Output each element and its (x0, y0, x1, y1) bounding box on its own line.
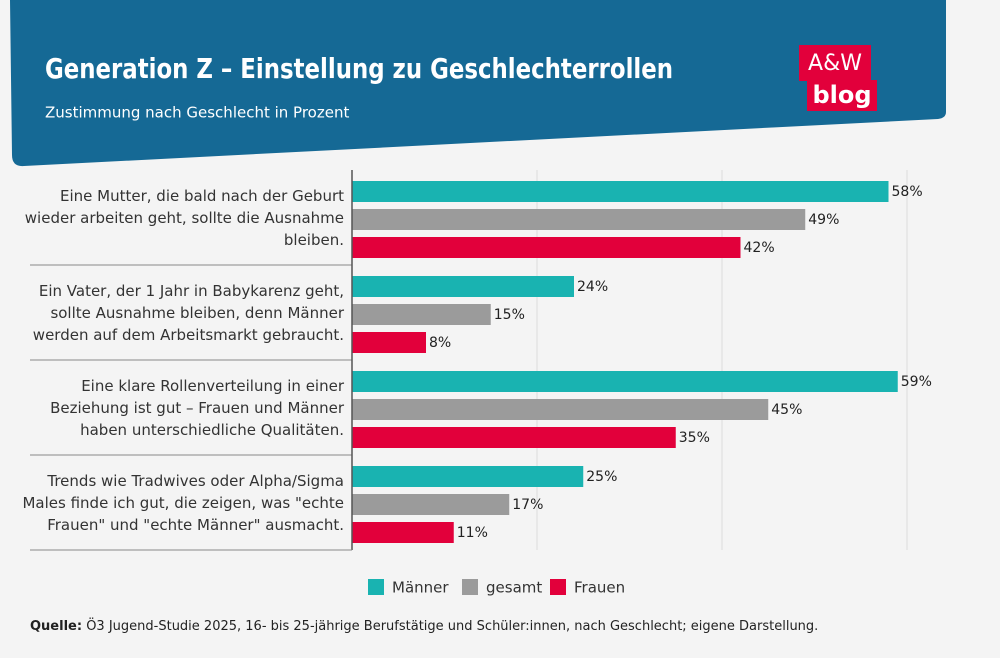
plot: 58% 49% 42% 24% 15% 8% 59% 45% 35% 25% 17% 11% Männe… (30, 170, 932, 597)
bar (352, 276, 574, 297)
source-text: Ö3 Jugend-Studie 2025, 16- bis 25-jährig… (86, 619, 819, 634)
legend-label: gesamt (486, 579, 542, 597)
value-label: 11% (457, 525, 488, 541)
chart-subtitle: Zustimmung nach Geschlecht in Prozent (45, 104, 349, 122)
value-label: 45% (771, 402, 802, 418)
value-label: 15% (494, 307, 525, 323)
header-banner (10, 0, 946, 167)
bar (352, 494, 510, 515)
value-label: 35% (679, 430, 710, 446)
value-label: 59% (901, 374, 932, 390)
logo-text: blog (812, 81, 871, 109)
value-label: 25% (586, 469, 617, 485)
bar (352, 181, 889, 202)
category-label: Ein Vater, der 1 Jahr in Babykarenz geht… (32, 281, 344, 344)
logo-box (799, 45, 871, 81)
bar (352, 466, 584, 487)
legend-label: Männer (392, 579, 449, 597)
logo-box (807, 80, 877, 111)
bar (352, 332, 426, 353)
value-label: 58% (892, 184, 923, 200)
bar (352, 427, 676, 448)
bar (352, 304, 491, 325)
value-label: 8% (429, 335, 451, 351)
category-label: Eine klare Rollenverteilung in einer Bez… (50, 376, 344, 439)
value-label: 42% (744, 240, 775, 256)
bar (352, 371, 898, 392)
legend-swatch (550, 579, 566, 595)
legend-swatch (462, 579, 478, 595)
bar (352, 237, 741, 258)
legend-swatch (368, 579, 384, 595)
logo-text: A&W (808, 51, 862, 76)
value-label: 49% (808, 212, 839, 228)
bar (352, 209, 806, 230)
value-label: 17% (512, 497, 543, 513)
value-label: 24% (577, 279, 608, 295)
category-label: Trends wie Tradwives oder Alpha/Sigma Ma… (22, 471, 344, 534)
legend-label: Frauen (574, 579, 625, 597)
category-label: Eine Mutter, die bald nach der Geburt wi… (24, 186, 344, 249)
source-label: Quelle: (30, 619, 83, 634)
bar (352, 522, 454, 543)
bar (352, 399, 769, 420)
source: Quelle: Ö3 Jugend-Studie 2025, 16- bis 2… (30, 619, 818, 634)
chart-title: Generation Z – Einstellung zu Geschlecht… (45, 52, 673, 85)
